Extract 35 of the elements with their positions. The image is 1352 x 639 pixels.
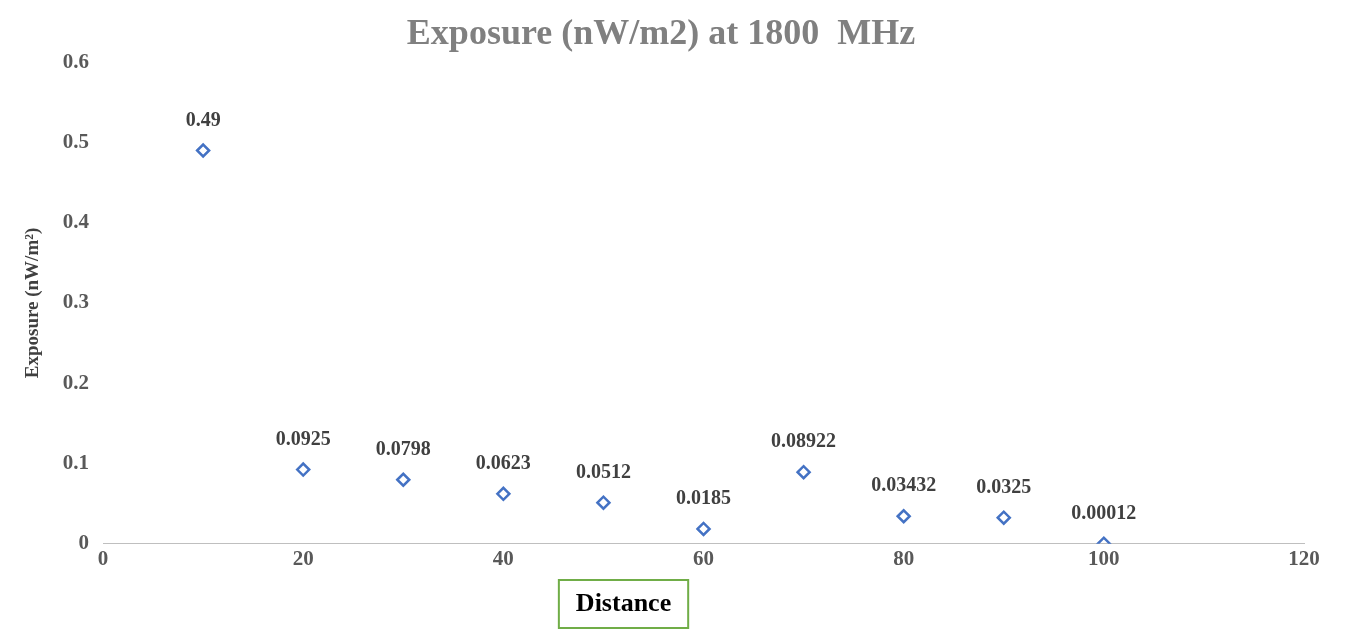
point — [996, 510, 1012, 525]
data-label: 0.0325 — [976, 474, 1032, 497]
y-tick-label: 0.1 — [62, 449, 90, 474]
x-tick-label: 120 — [1288, 545, 1320, 570]
data-label: 0.0623 — [475, 450, 531, 473]
point — [496, 486, 511, 502]
x-axis-title: Distance — [575, 587, 672, 617]
y-tick-label: 0.3 — [62, 289, 90, 314]
data-label: 0.0185 — [676, 486, 732, 509]
x-tick-label: 100 — [1088, 545, 1120, 570]
y-tick-label: 0.5 — [62, 128, 90, 153]
point — [295, 462, 311, 477]
data-label: 0.49 — [185, 107, 221, 130]
data-label: 0.0798 — [375, 436, 431, 459]
x-tick-label: 20 — [292, 545, 314, 570]
point — [796, 464, 811, 480]
data-label: 0.0512 — [575, 459, 631, 482]
point — [396, 472, 411, 487]
chart-title: Exposure (nW/m2) at 1800 MHz — [406, 11, 916, 52]
x-tick-label: 80 — [893, 545, 915, 570]
data-label: 0.08922 — [771, 429, 837, 452]
point — [696, 521, 711, 537]
y-tick-label: 0.4 — [62, 209, 90, 234]
point — [195, 143, 211, 158]
point — [596, 495, 611, 510]
x-tick-label: 0 — [97, 545, 109, 570]
y-tick-label: 0.6 — [62, 48, 90, 73]
data-label: 0.0925 — [275, 426, 331, 449]
x-tick-label: 60 — [693, 545, 715, 570]
y-tick-label: 0.2 — [62, 369, 90, 394]
y-axis-title: Exposure (nW/m²) — [21, 227, 44, 379]
point — [896, 509, 911, 524]
data-label: 0.03432 — [871, 473, 937, 496]
data-label: 0.00012 — [1071, 500, 1137, 523]
x-tick-label: 40 — [492, 545, 514, 570]
